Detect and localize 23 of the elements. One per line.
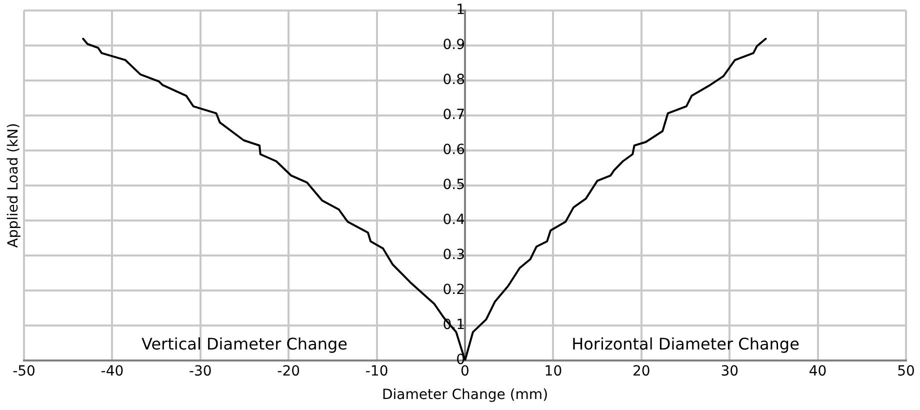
y-tick-label: 0.3 [442, 247, 465, 264]
x-tick-label: -10 [365, 363, 388, 380]
x-tick-label: 40 [808, 363, 827, 380]
y-axis-title: Applied Load (kN) [6, 123, 22, 248]
y-tick-label: 0.4 [442, 212, 466, 228]
x-tick-label: -50 [12, 363, 36, 380]
y-tick-label: 0.9 [442, 37, 465, 54]
annotation: Vertical Diameter Change [141, 334, 348, 354]
x-tick-label: -20 [277, 363, 300, 380]
y-tick-label: 0.5 [442, 177, 465, 194]
x-tick-label: -30 [188, 363, 212, 380]
y-tick-label: 0.2 [442, 282, 465, 298]
annotation: Horizontal Diameter Change [572, 334, 800, 354]
y-tick-label: 0.8 [442, 72, 465, 88]
y-tick-label: 1 [456, 2, 465, 18]
y-tick-label: 0.7 [442, 107, 465, 124]
x-tick-label: 50 [897, 363, 915, 380]
x-tick-label: -40 [100, 363, 124, 380]
x-tick-label: 20 [632, 363, 650, 380]
x-axis-title: Diameter Change (mm) [382, 387, 548, 404]
x-tick-label: 10 [544, 363, 562, 380]
x-tick-label: 30 [720, 363, 739, 380]
y-tick-label: 0.6 [442, 142, 466, 158]
